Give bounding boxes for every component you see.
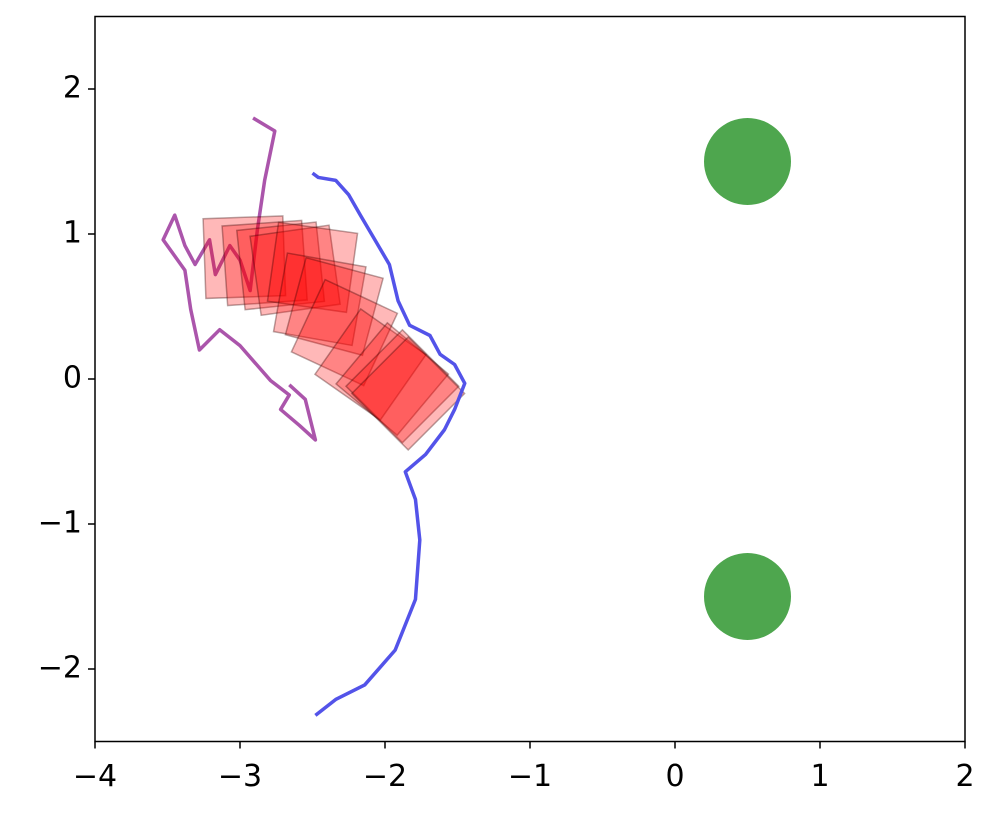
x-tick-label: 0: [665, 759, 684, 794]
y-tick-label: 2: [63, 71, 82, 106]
y-tick-label: 0: [63, 361, 82, 396]
goal: [704, 553, 791, 640]
box-pose: [313, 307, 428, 422]
y-tick-label: −1: [38, 506, 82, 541]
box-pose: [272, 252, 367, 347]
x-tick-label: 1: [810, 759, 829, 794]
box-pose: [266, 221, 359, 314]
x-tick-label: 2: [955, 759, 974, 794]
goal: [704, 118, 791, 205]
x-tick-label: −3: [218, 759, 262, 794]
y-tick-label: 1: [63, 216, 82, 251]
trajectory: [161, 116, 318, 442]
box-pose: [249, 224, 341, 317]
box-pose: [202, 215, 287, 300]
trajectory: [311, 171, 467, 717]
x-tick-label: −1: [508, 759, 552, 794]
x-tick-label: −2: [363, 759, 407, 794]
box-pose: [344, 328, 460, 444]
box-pose: [284, 256, 385, 357]
y-tick-label: −2: [38, 651, 82, 686]
box-pose: [235, 221, 326, 311]
x-tick-label: −4: [73, 759, 117, 794]
box-pose: [290, 278, 399, 387]
plot-frame: [94, 15, 966, 743]
box-pose: [221, 219, 309, 307]
box-pose: [350, 336, 466, 451]
box-pose: [335, 321, 450, 437]
